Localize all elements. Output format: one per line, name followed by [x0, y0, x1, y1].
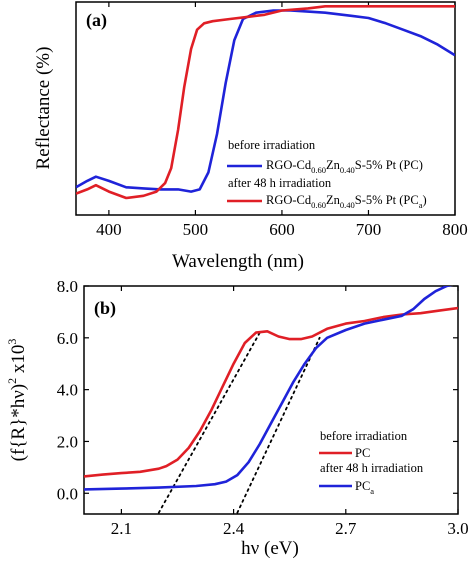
legend-b-heading-2: after 48 h irradiation	[320, 461, 424, 475]
panel-a-series	[76, 5, 455, 200]
x-tick-label-a-3: 700	[356, 220, 382, 239]
panel-a-label: (a)	[86, 10, 107, 31]
y-tick-label-b-2: 4.0	[57, 381, 78, 400]
x-tick-label-b-1: 2.4	[223, 519, 245, 538]
legend-b-heading-1: before irradiation	[320, 429, 408, 443]
panel-b-label: (b)	[94, 298, 116, 319]
fit-line-b-1	[236, 336, 321, 514]
panel-a-xlabel: Wavelength (nm)	[172, 251, 304, 272]
legend-a-heading-2: after 48 h irradiation	[228, 176, 332, 190]
x-tick-label-b-2: 2.7	[335, 519, 357, 538]
x-tick-label-b-3: 3.0	[447, 519, 468, 538]
series-line-b-0	[84, 306, 458, 478]
panel-a: (a) Wavelength (nm) Reflectance (%) 400 5…	[33, 1, 468, 272]
legend-a-label-2: RGO-Cd0.60Zn0.40S-5% Pt (PCa)	[266, 193, 427, 210]
legend-a-heading-1: before irradiation	[228, 138, 316, 152]
y-tick-label-b-1: 2.0	[57, 432, 78, 451]
panel-a-legend: before irradiation RGO-Cd0.60Zn0.40S-5% …	[227, 138, 427, 210]
y-tick-label-b-4: 8.0	[57, 277, 78, 296]
x-tick-label-a-1: 500	[183, 220, 209, 239]
x-tick-label-b-0: 2.1	[111, 519, 132, 538]
legend-b-label-2: PCa	[355, 479, 374, 496]
x-tick-label-a-2: 600	[269, 220, 295, 239]
series-line-a-1	[76, 5, 455, 200]
panel-a-ticks: 400 500 600 700 800	[96, 2, 468, 239]
panel-b: (b) hν (eV) (f{R}*hν)2 x103 2.1 2.4 2.7 3.0…	[5, 277, 469, 559]
y-tick-label-b-3: 6.0	[57, 329, 78, 348]
x-tick-label-a-4: 800	[442, 220, 468, 239]
panel-b-frame	[83, 285, 459, 515]
panel-b-ticks: 2.1 2.4 2.7 3.0 0.0 2.0 4.0 6.0 8.0	[57, 277, 469, 538]
panel-b-xlabel: hν (eV)	[241, 538, 299, 559]
legend-b-label-1: PC	[355, 446, 370, 460]
series-line-a-0	[76, 9, 455, 193]
x-tick-label-a-0: 400	[96, 220, 122, 239]
panel-b-series	[84, 286, 458, 514]
fit-line-b-0	[157, 331, 261, 514]
series-line-b-1	[84, 286, 453, 491]
panel-b-legend: before irradiation PC after 48 h irradia…	[319, 429, 424, 496]
panel-a-frame	[75, 1, 456, 216]
panel-b-ylabel: (f{R}*hν)2 x103	[5, 339, 29, 462]
legend-a-label-1: RGO-Cd0.60Zn0.40S-5% Pt (PC)	[266, 158, 423, 175]
y-tick-label-b-0: 0.0	[57, 484, 78, 503]
panel-a-ylabel: Reflectance (%)	[33, 47, 54, 170]
